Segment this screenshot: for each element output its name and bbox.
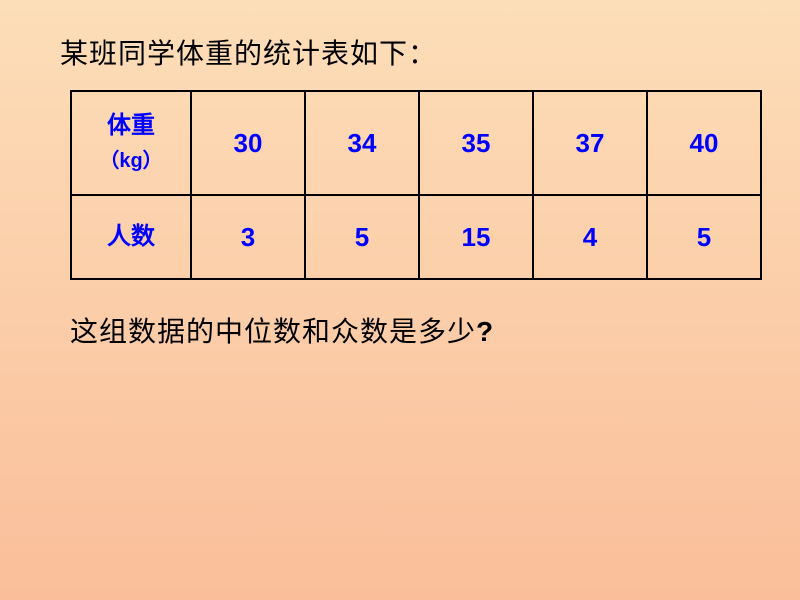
header-unit-suffix: ） xyxy=(143,150,163,172)
question-mark: ? xyxy=(476,316,494,347)
header-unit: kg xyxy=(119,150,142,172)
stats-table-container: 体重 （kg） 30 34 35 37 40 人数 3 5 15 4 5 xyxy=(70,90,762,280)
row-header-weight: 体重 （kg） xyxy=(71,91,191,195)
row-header-count: 人数 xyxy=(71,195,191,279)
count-cell: 4 xyxy=(533,195,647,279)
question-text: 这组数据的中位数和众数是多少? xyxy=(70,310,494,350)
table-row: 人数 3 5 15 4 5 xyxy=(71,195,761,279)
question-body: 这组数据的中位数和众数是多少 xyxy=(70,316,476,347)
weight-cell: 37 xyxy=(533,91,647,195)
count-cell: 5 xyxy=(647,195,761,279)
weight-cell: 34 xyxy=(305,91,419,195)
header-unit-prefix: （ xyxy=(99,150,119,172)
table-row: 体重 （kg） 30 34 35 37 40 xyxy=(71,91,761,195)
weight-cell: 35 xyxy=(419,91,533,195)
weight-cell: 30 xyxy=(191,91,305,195)
stats-table: 体重 （kg） 30 34 35 37 40 人数 3 5 15 4 5 xyxy=(70,90,762,280)
count-cell: 3 xyxy=(191,195,305,279)
count-cell: 15 xyxy=(419,195,533,279)
header-line1: 体重 xyxy=(107,112,155,139)
weight-cell: 40 xyxy=(647,91,761,195)
count-cell: 5 xyxy=(305,195,419,279)
slide-title: 某班同学体重的统计表如下： xyxy=(60,32,437,72)
